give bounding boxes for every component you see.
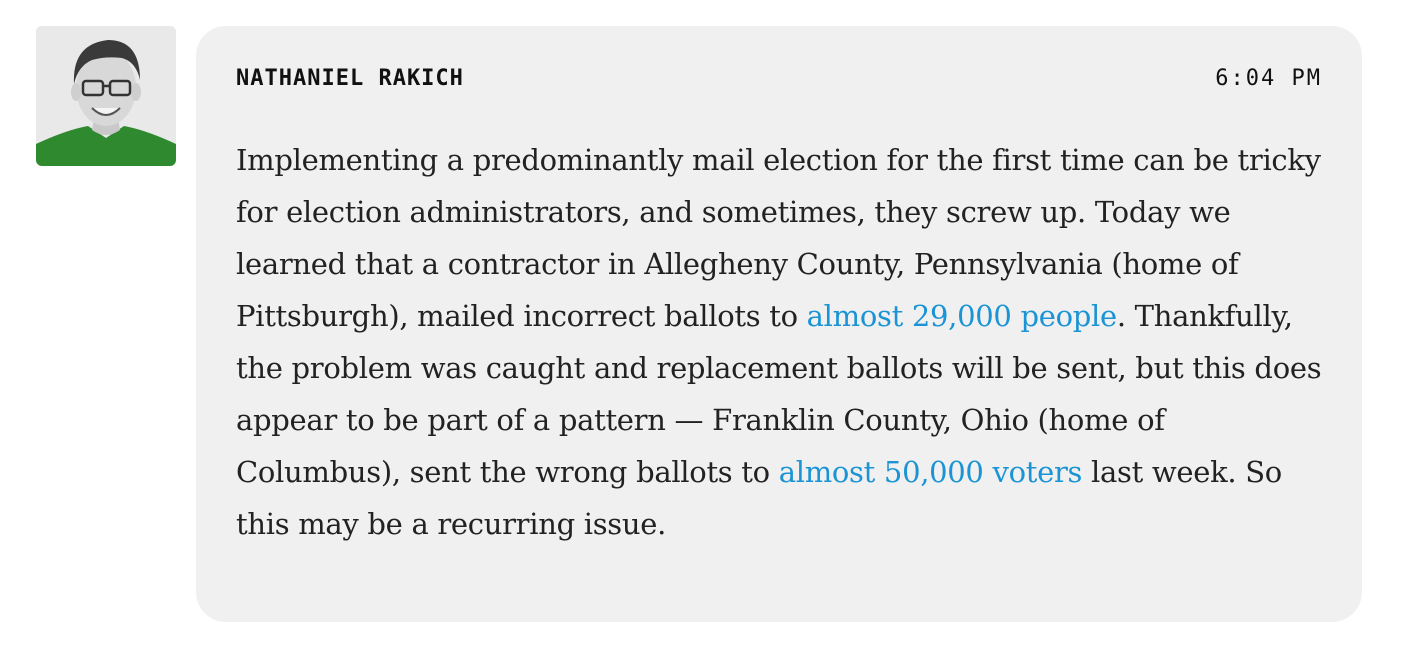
post-text-part-1: Implementing a predominantly mail electi…	[236, 143, 1321, 333]
post-text-part-2: . Thankfully, the problem was caught and…	[236, 299, 1322, 489]
post-text-part-3: last week. So this may be a recurring is…	[236, 455, 1282, 541]
post-body: Implementing a predominantly mail electi…	[236, 134, 1322, 550]
link-franklin-ballots[interactable]: almost 50,000 voters	[778, 455, 1083, 489]
timestamp: 6:04 PM	[1215, 66, 1322, 91]
author-name: NATHANIEL RAKICH	[236, 66, 464, 91]
link-allegheny-ballots[interactable]: almost 29,000 people	[806, 299, 1117, 333]
message-bubble: NATHANIEL RAKICH 6:04 PM Implementing a …	[196, 26, 1362, 622]
avatar	[36, 26, 176, 166]
person-portrait-icon	[36, 26, 176, 166]
